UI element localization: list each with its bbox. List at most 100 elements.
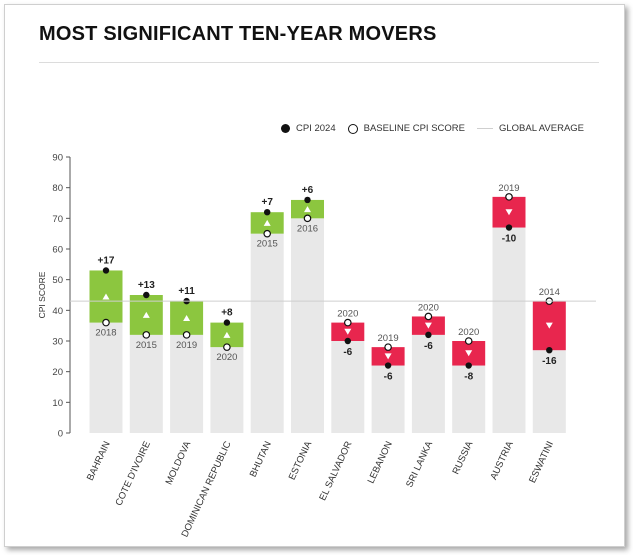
change-label: -6 <box>343 347 352 358</box>
baseline-year-label: 2020 <box>418 302 439 313</box>
cpi-2024-marker <box>102 267 110 274</box>
up-arrow-icon <box>223 331 231 338</box>
cpi-2024-marker <box>344 337 351 345</box>
baseline-bar <box>291 218 324 433</box>
category-label: BHUTAN <box>248 439 274 479</box>
cpi-2024-marker <box>384 362 392 369</box>
up-arrow-icon <box>263 219 271 226</box>
baseline-year-label: 2018 <box>95 328 116 339</box>
y-tick-label: 80 <box>52 183 63 194</box>
y-tick-label: 60 <box>52 245 63 256</box>
change-label: +6 <box>302 185 314 196</box>
baseline-bar <box>532 350 566 433</box>
baseline-marker <box>505 193 513 201</box>
y-tick-label: 0 <box>58 429 63 440</box>
average-line-icon <box>477 128 493 129</box>
baseline-bar <box>129 334 163 433</box>
filled-dot-icon <box>281 124 290 133</box>
down-arrow-icon <box>505 209 513 216</box>
cpi-2024-marker <box>264 209 271 216</box>
baseline-bar <box>411 334 445 433</box>
down-arrow-icon <box>344 328 352 335</box>
change-label: +17 <box>98 255 115 266</box>
cpi-2024-marker <box>143 291 150 299</box>
up-arrow-icon <box>102 293 110 300</box>
legend-label-average: GLOBAL AVERAGE <box>499 123 585 134</box>
legend-item-cpi: CPI 2024 <box>281 123 336 134</box>
change-label: -10 <box>502 234 517 245</box>
change-label: +7 <box>261 197 273 208</box>
category-label: LEBANON <box>366 439 395 485</box>
change-label: -6 <box>384 372 393 383</box>
baseline-bar <box>452 365 486 433</box>
y-axis-title: CPI SCORE <box>37 271 47 318</box>
down-arrow-icon <box>384 353 392 360</box>
baseline-year-label: 2019 <box>378 333 399 344</box>
y-tick-label: 30 <box>52 337 63 348</box>
legend-label-baseline: BASELINE CPI SCORE <box>363 123 465 134</box>
up-arrow-icon <box>183 315 191 321</box>
category-label: COTE D'IVOIRE <box>114 440 154 508</box>
category-label: EL SALVADOR <box>317 440 354 503</box>
change-label: -6 <box>424 341 433 352</box>
baseline-bar <box>210 347 244 433</box>
cpi-2024-marker <box>465 362 472 369</box>
baseline-bar <box>89 322 123 433</box>
change-label: +11 <box>178 286 195 297</box>
baseline-bar <box>371 365 405 433</box>
legend-item-baseline: BASELINE CPI SCORE <box>347 123 465 134</box>
baseline-marker <box>384 343 392 351</box>
category-label: ESWATINI <box>527 440 556 485</box>
cpi-2024-marker <box>425 331 432 339</box>
open-dot-icon <box>347 123 358 134</box>
chart-legend: CPI 2024 BASELINE CPI SCORE GLOBAL AVERA… <box>281 123 596 134</box>
baseline-marker <box>142 331 151 339</box>
baseline-marker <box>464 337 473 345</box>
baseline-marker <box>263 229 272 238</box>
up-arrow-icon <box>304 206 311 213</box>
cpi-2024-marker <box>505 224 513 231</box>
change-label: +13 <box>138 280 155 291</box>
y-tick-label: 90 <box>52 153 63 164</box>
baseline-year-label: 2016 <box>297 223 318 234</box>
baseline-year-label: 2015 <box>257 239 278 250</box>
baseline-year-label: 2020 <box>216 352 237 363</box>
down-arrow-icon <box>465 350 473 357</box>
baseline-bar <box>170 334 204 433</box>
baseline-year-label: 2014 <box>539 287 560 298</box>
baseline-bar <box>492 227 526 433</box>
change-label: -8 <box>464 372 473 383</box>
category-label: MOLDOVA <box>164 439 194 487</box>
change-label: -16 <box>542 356 557 367</box>
baseline-year-label: 2019 <box>176 340 197 351</box>
category-label: BAHRAIN <box>85 439 113 482</box>
baseline-marker <box>102 318 110 327</box>
cpi-2024-marker <box>223 319 231 326</box>
baseline-marker <box>223 343 231 351</box>
baseline-year-label: 2019 <box>498 183 519 194</box>
baseline-marker <box>424 312 433 321</box>
category-label: SRI LANKA <box>404 439 435 489</box>
title-divider <box>39 62 599 63</box>
legend-label-cpi: CPI 2024 <box>296 123 336 134</box>
category-label: AUSTRIA <box>488 439 516 482</box>
baseline-marker <box>343 318 352 327</box>
category-label: ESTONIA <box>287 439 315 482</box>
baseline-year-label: 2020 <box>458 327 479 338</box>
chart-title: MOST SIGNIFICANT TEN-YEAR MOVERS <box>39 23 437 45</box>
baseline-marker <box>303 214 312 223</box>
baseline-year-label: 2020 <box>337 309 358 320</box>
up-arrow-icon <box>142 311 150 318</box>
legend-item-average: GLOBAL AVERAGE <box>477 123 584 134</box>
baseline-bar <box>331 341 365 433</box>
y-tick-label: 20 <box>52 367 63 378</box>
baseline-marker <box>182 331 191 339</box>
y-tick-label: 50 <box>52 275 63 286</box>
y-tick-label: 40 <box>52 306 63 317</box>
cpi-2024-marker <box>546 347 553 354</box>
down-arrow-icon <box>545 322 553 329</box>
y-tick-label: 10 <box>52 398 63 409</box>
baseline-year-label: 2015 <box>136 340 157 351</box>
y-tick-label: 70 <box>52 214 63 225</box>
